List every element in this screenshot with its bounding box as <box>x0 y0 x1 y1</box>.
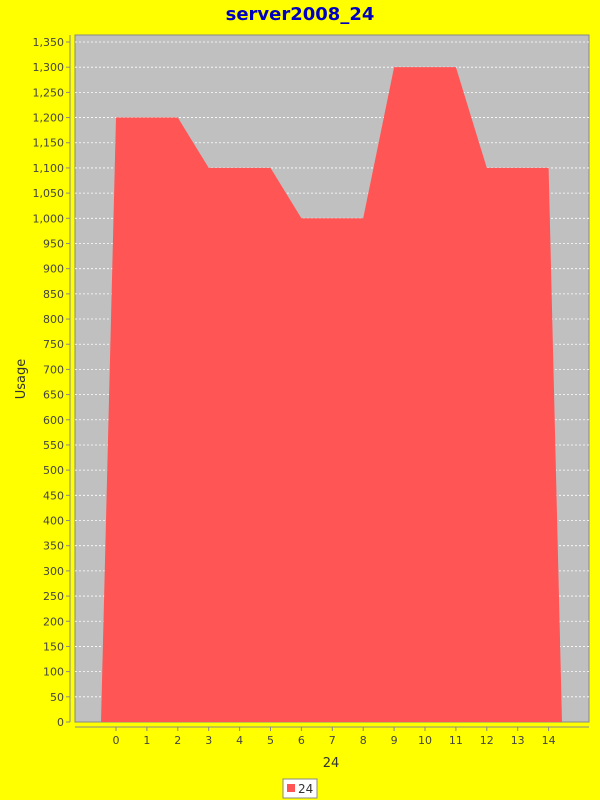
y-tick-label: 850 <box>43 288 64 301</box>
x-tick-label: 12 <box>480 734 494 747</box>
y-tick-label: 550 <box>43 439 64 452</box>
y-tick-label: 1,150 <box>33 137 65 150</box>
y-tick-label: 700 <box>43 363 64 376</box>
y-tick-label: 100 <box>43 666 64 679</box>
y-tick-label: 300 <box>43 565 64 578</box>
y-tick-label: 650 <box>43 389 64 402</box>
x-axis-label: 24 <box>323 756 340 771</box>
y-tick-label: 800 <box>43 313 64 326</box>
y-tick-label: 250 <box>43 590 64 603</box>
series-area <box>101 67 562 723</box>
x-tick-label: 13 <box>511 734 525 747</box>
legend: 24 <box>282 778 318 799</box>
x-tick-labels: 0 1 2 3 4 5 6 7 8 9 10 11 12 13 14 <box>113 727 556 747</box>
series-area-group <box>101 67 562 723</box>
x-tick-label: 3 <box>205 734 212 747</box>
y-tick-label: 750 <box>43 338 64 351</box>
y-tick-label: 1,300 <box>33 61 65 74</box>
legend-box <box>282 778 318 799</box>
x-tick-label: 0 <box>113 734 120 747</box>
y-tick-label: 1,000 <box>33 212 65 225</box>
x-tick-label: 6 <box>298 734 305 747</box>
y-tick-label: 950 <box>43 237 64 250</box>
x-tick-label: 1 <box>143 734 150 747</box>
x-tick-label: 2 <box>174 734 181 747</box>
y-tick-label: 1,050 <box>33 187 65 200</box>
y-tick-label: 50 <box>50 691 64 704</box>
y-tick-labels: 0 50 100 150 200 250 300 350 400 450 500 550 600 650 7… <box>33 36 70 729</box>
x-tick-label: 8 <box>360 734 367 747</box>
y-tick-label: 1,350 <box>33 36 65 49</box>
x-tick-label: 14 <box>542 734 556 747</box>
x-tick-label: 11 <box>449 734 463 747</box>
x-tick-label: 4 <box>236 734 243 747</box>
y-tick-label: 900 <box>43 263 64 276</box>
y-tick-label: 400 <box>43 515 64 528</box>
y-tick-label: 1,100 <box>33 162 65 175</box>
y-tick-label: 200 <box>43 615 64 628</box>
legend-swatch <box>287 784 295 792</box>
chart-title: server2008_24 <box>226 4 375 25</box>
y-axis-label: Usage <box>14 359 29 400</box>
y-tick-label: 500 <box>43 464 64 477</box>
y-tick-label: 1,250 <box>33 86 65 99</box>
y-tick-label: 0 <box>57 716 64 729</box>
x-tick-label: 9 <box>391 734 398 747</box>
y-tick-label: 350 <box>43 540 64 553</box>
x-tick-label: 5 <box>267 734 274 747</box>
y-tick-label: 600 <box>43 414 64 427</box>
x-tick-label: 10 <box>418 734 432 747</box>
y-tick-label: 450 <box>43 489 64 502</box>
y-tick-label: 1,200 <box>33 112 65 125</box>
x-tick-label: 7 <box>329 734 336 747</box>
y-tick-label: 150 <box>43 640 64 653</box>
legend-label: 24 <box>298 782 313 796</box>
